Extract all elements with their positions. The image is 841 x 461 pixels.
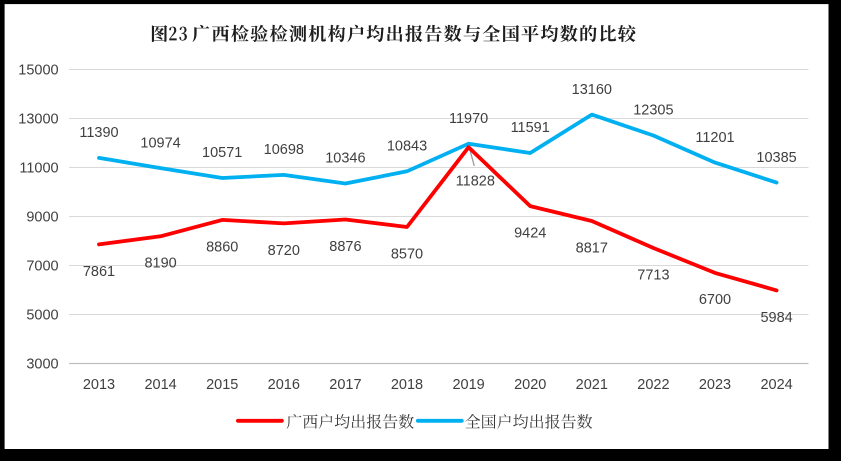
svg-text:13160: 13160 xyxy=(572,82,612,98)
svg-text:2023: 2023 xyxy=(699,377,731,393)
svg-text:2021: 2021 xyxy=(576,377,608,393)
svg-text:2018: 2018 xyxy=(391,377,423,393)
svg-text:11970: 11970 xyxy=(449,111,488,127)
svg-text:5984: 5984 xyxy=(760,310,792,326)
svg-text:10571: 10571 xyxy=(202,145,242,161)
svg-text:13000: 13000 xyxy=(18,112,58,128)
svg-text:10385: 10385 xyxy=(756,150,796,166)
svg-text:8860: 8860 xyxy=(206,239,238,255)
svg-text:8720: 8720 xyxy=(268,243,300,259)
svg-text:6700: 6700 xyxy=(699,292,731,308)
svg-text:2014: 2014 xyxy=(144,377,176,393)
svg-text:10698: 10698 xyxy=(264,142,304,158)
svg-text:8876: 8876 xyxy=(329,239,361,255)
svg-text:2016: 2016 xyxy=(268,377,300,393)
svg-text:9424: 9424 xyxy=(514,226,546,242)
svg-text:7861: 7861 xyxy=(83,264,115,280)
svg-text:11390: 11390 xyxy=(79,125,118,141)
svg-text:15000: 15000 xyxy=(18,63,58,79)
svg-text:10843: 10843 xyxy=(387,139,427,155)
svg-text:7713: 7713 xyxy=(637,267,669,283)
svg-text:8817: 8817 xyxy=(576,240,608,256)
svg-text:2020: 2020 xyxy=(514,377,546,393)
svg-text:12305: 12305 xyxy=(633,103,673,119)
svg-text:11591: 11591 xyxy=(511,120,550,136)
svg-text:2019: 2019 xyxy=(452,377,484,393)
svg-text:9000: 9000 xyxy=(26,210,58,226)
svg-text:2013: 2013 xyxy=(83,377,115,393)
svg-text:11828: 11828 xyxy=(456,174,495,190)
svg-text:10346: 10346 xyxy=(325,151,365,167)
svg-text:7000: 7000 xyxy=(26,259,58,275)
svg-text:8190: 8190 xyxy=(144,256,176,272)
svg-text:2022: 2022 xyxy=(637,377,669,393)
svg-text:2024: 2024 xyxy=(760,377,792,393)
svg-text:5000: 5000 xyxy=(26,308,58,324)
svg-text:8570: 8570 xyxy=(391,246,423,262)
svg-text:10974: 10974 xyxy=(140,135,180,151)
svg-text:2017: 2017 xyxy=(329,377,361,393)
svg-text:3000: 3000 xyxy=(26,357,58,373)
svg-text:2015: 2015 xyxy=(206,377,238,393)
svg-text:11000: 11000 xyxy=(19,161,58,177)
svg-text:11201: 11201 xyxy=(695,130,734,146)
